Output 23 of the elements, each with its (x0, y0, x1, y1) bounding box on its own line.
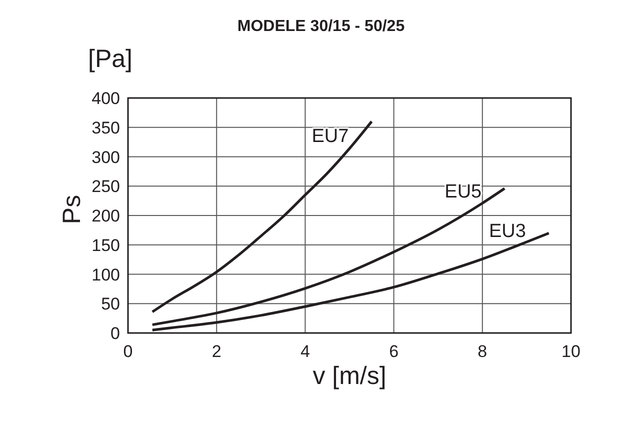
y-tick-label: 250 (92, 177, 120, 196)
x-tick-label: 8 (478, 342, 488, 361)
series-label: EU5 (444, 182, 482, 203)
x-axis-title: v [m/s] (312, 362, 386, 390)
series-label: EU3 (488, 221, 526, 242)
y-tick-label: 400 (92, 89, 120, 108)
y-tick-label: 200 (92, 206, 120, 226)
y-tick-label: 150 (92, 236, 120, 255)
line-series (151, 120, 373, 314)
y-tick-label: 300 (92, 148, 120, 167)
x-tick-label: 10 (562, 342, 580, 361)
x-tick-label: 0 (123, 342, 133, 361)
text: [Pa] (88, 45, 132, 73)
y-tick-label: 100 (92, 265, 120, 284)
y-tick-label: 50 (101, 294, 120, 314)
chart-title: MODELE 30/15 - 50/25 (237, 18, 405, 35)
x-tick-label: 4 (300, 342, 310, 361)
x-tick-label: 6 (389, 342, 399, 361)
x-tick-label: 2 (212, 342, 222, 361)
series-label: EU7 (312, 126, 349, 147)
y-tick-label: 0 (110, 324, 120, 343)
y-tick-label: 350 (92, 118, 120, 138)
y-axis-title: Ps (58, 194, 86, 224)
